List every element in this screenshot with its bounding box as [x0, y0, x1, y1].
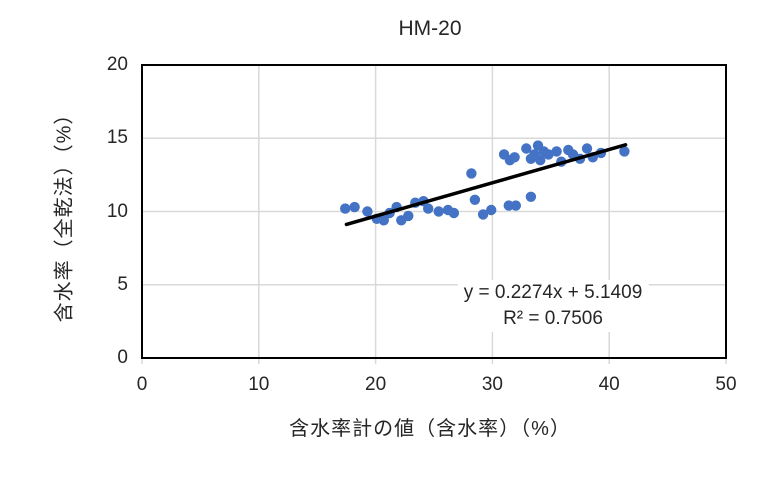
data-point — [581, 143, 593, 154]
data-point — [486, 204, 497, 216]
data-point — [340, 203, 351, 214]
x-tick-label: 50 — [715, 374, 737, 395]
data-point — [423, 203, 434, 214]
x-tick-label: 40 — [598, 374, 620, 395]
trendline-equation: y = 0.2274x + 5.1409 — [463, 282, 643, 303]
y-tick-label: 10 — [106, 200, 128, 222]
data-point — [362, 206, 373, 217]
plot-border — [141, 64, 727, 359]
data-point — [510, 200, 521, 211]
trendline-label: y = 0.2274x + 5.1409 R² = 0.7506 — [457, 280, 649, 332]
data-point — [469, 194, 481, 205]
data-point — [619, 146, 630, 157]
x-axis-title: 含水率計の値（含水率）（%） — [289, 418, 571, 440]
trendline-r-squared: R² = 0.7506 — [503, 308, 603, 329]
x-tick-label: 10 — [248, 374, 270, 395]
y-axis-title: 含水率（全乾法）（%） — [53, 103, 76, 323]
data-point — [535, 155, 546, 166]
data-point — [466, 168, 477, 179]
data-point — [477, 209, 489, 220]
trendline — [344, 143, 628, 227]
data-point — [543, 149, 554, 160]
x-tick-label: 30 — [481, 374, 503, 395]
data-point — [378, 215, 389, 226]
chart-title: HM-20 — [398, 17, 462, 40]
data-point — [521, 143, 532, 154]
y-tick-label: 15 — [106, 127, 128, 149]
data-point — [349, 201, 360, 213]
y-tick-label: 5 — [117, 273, 128, 295]
data-point — [448, 207, 460, 219]
y-tick-label: 0 — [117, 347, 128, 368]
x-tick-label: 0 — [136, 374, 148, 395]
data-point — [433, 206, 444, 217]
data-point — [403, 210, 414, 222]
data-point — [509, 152, 520, 163]
x-tick-label: 20 — [365, 374, 387, 395]
data-point — [525, 191, 537, 202]
y-tick-label: 20 — [106, 54, 128, 75]
data-point — [551, 146, 562, 157]
